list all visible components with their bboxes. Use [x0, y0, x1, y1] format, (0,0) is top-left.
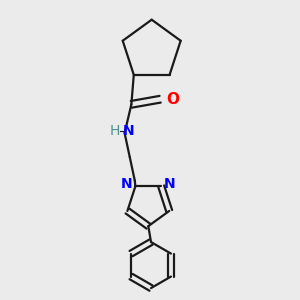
Text: O: O [166, 92, 179, 107]
Text: N: N [123, 124, 134, 138]
Text: N: N [164, 177, 176, 190]
Text: H: H [110, 124, 120, 138]
Text: N: N [121, 177, 133, 190]
